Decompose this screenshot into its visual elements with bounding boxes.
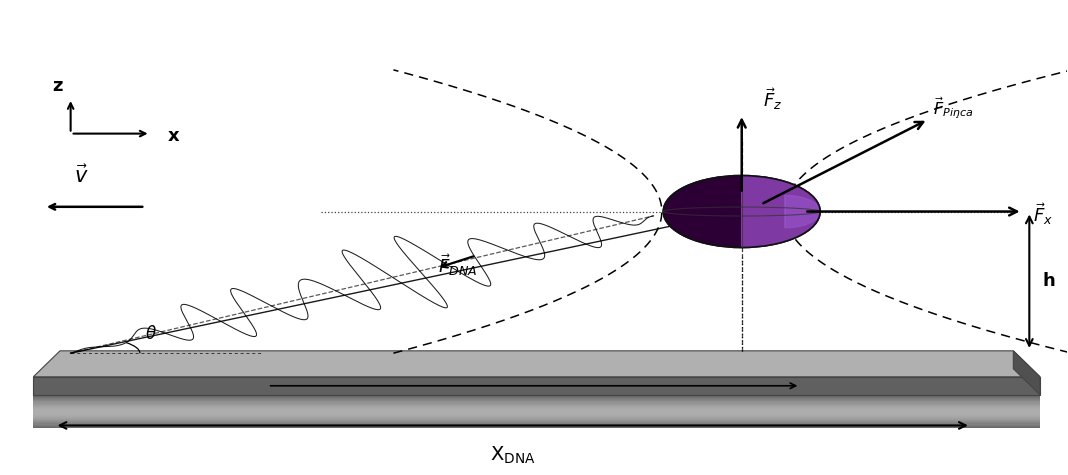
Polygon shape	[33, 416, 1040, 417]
Polygon shape	[33, 420, 1040, 421]
Polygon shape	[33, 421, 1040, 422]
Polygon shape	[33, 405, 1040, 406]
Polygon shape	[33, 402, 1040, 404]
Polygon shape	[33, 399, 1040, 400]
Polygon shape	[33, 407, 1040, 408]
Polygon shape	[741, 176, 820, 247]
Polygon shape	[33, 409, 1040, 410]
Polygon shape	[33, 425, 1040, 426]
Polygon shape	[33, 397, 1040, 398]
Polygon shape	[33, 398, 1040, 399]
Polygon shape	[33, 411, 1040, 412]
Polygon shape	[33, 400, 1040, 401]
Text: $\mathrm{X_{DNA}}$: $\mathrm{X_{DNA}}$	[490, 444, 535, 465]
Polygon shape	[33, 418, 1040, 419]
Polygon shape	[33, 351, 1040, 377]
Polygon shape	[33, 413, 1040, 415]
Polygon shape	[33, 408, 1040, 409]
Polygon shape	[33, 426, 1040, 427]
Polygon shape	[33, 415, 1040, 416]
Text: $\vec{F}_{DNA}$: $\vec{F}_{DNA}$	[438, 252, 477, 278]
Polygon shape	[33, 401, 1040, 402]
Ellipse shape	[663, 176, 820, 247]
Polygon shape	[33, 410, 1040, 411]
Text: $\theta$: $\theta$	[144, 325, 156, 343]
Polygon shape	[33, 404, 1040, 405]
Text: $\vec{v}$: $\vec{v}$	[74, 164, 89, 187]
Text: $\vec{F}_{Pin\c{c}a}$: $\vec{F}_{Pin\c{c}a}$	[933, 96, 974, 121]
Polygon shape	[33, 419, 1040, 420]
Polygon shape	[33, 395, 1040, 396]
Polygon shape	[33, 423, 1040, 425]
Polygon shape	[33, 396, 1040, 397]
Text: z: z	[52, 77, 63, 95]
Text: $\vec{F}_z$: $\vec{F}_z$	[763, 86, 783, 112]
Polygon shape	[33, 422, 1040, 423]
Polygon shape	[33, 427, 1040, 428]
Polygon shape	[33, 377, 1040, 395]
Polygon shape	[33, 406, 1040, 407]
Text: x: x	[168, 127, 179, 145]
Polygon shape	[33, 417, 1040, 418]
Polygon shape	[1014, 351, 1040, 395]
Text: h: h	[1042, 272, 1055, 290]
Text: $\vec{F}_x$: $\vec{F}_x$	[1033, 201, 1053, 227]
Polygon shape	[33, 412, 1040, 413]
Polygon shape	[785, 195, 820, 228]
